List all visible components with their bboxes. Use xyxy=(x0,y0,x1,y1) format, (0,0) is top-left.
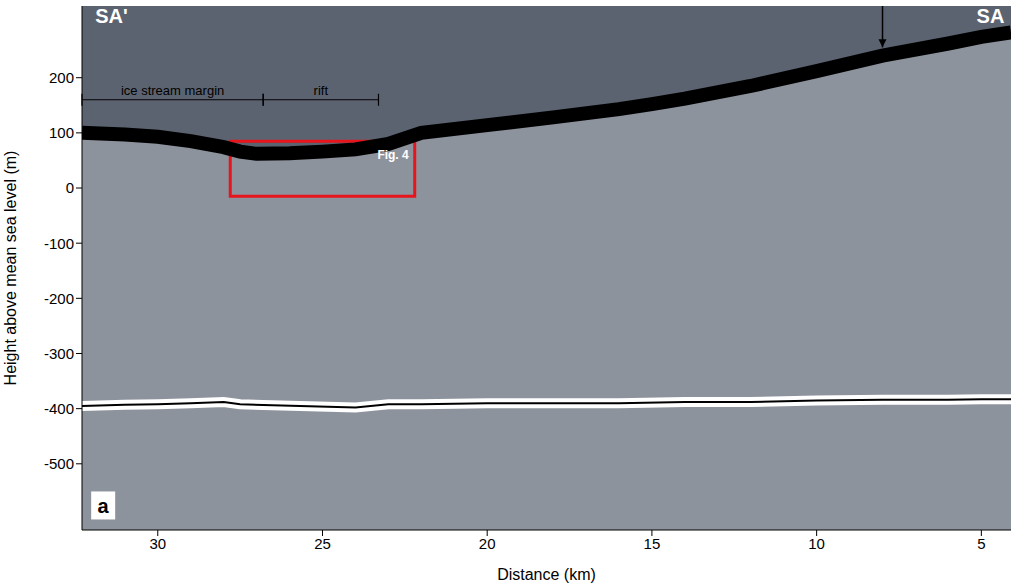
svg-text:15: 15 xyxy=(644,535,661,552)
svg-text:5: 5 xyxy=(977,535,985,552)
svg-text:100: 100 xyxy=(49,124,74,141)
svg-text:Distance (km): Distance (km) xyxy=(497,566,596,583)
svg-text:10: 10 xyxy=(808,535,825,552)
svg-text:Height above mean sea level (m: Height above mean sea level (m) xyxy=(2,151,19,386)
svg-text:SA': SA' xyxy=(95,5,128,27)
svg-text:a: a xyxy=(98,495,110,517)
svg-text:0: 0 xyxy=(66,179,74,196)
svg-text:SA: SA xyxy=(977,5,1005,27)
svg-text:20: 20 xyxy=(479,535,496,552)
svg-text:rift: rift xyxy=(314,83,329,98)
svg-text:-300: -300 xyxy=(44,345,74,362)
svg-text:-100: -100 xyxy=(44,235,74,252)
svg-text:-500: -500 xyxy=(44,455,74,472)
svg-text:25: 25 xyxy=(314,535,331,552)
svg-text:30: 30 xyxy=(149,535,166,552)
svg-text:Fig. 4: Fig. 4 xyxy=(377,148,409,162)
svg-text:-400: -400 xyxy=(44,400,74,417)
svg-text:200: 200 xyxy=(49,69,74,86)
svg-text:-200: -200 xyxy=(44,290,74,307)
svg-text:ice stream margin: ice stream margin xyxy=(121,83,224,98)
